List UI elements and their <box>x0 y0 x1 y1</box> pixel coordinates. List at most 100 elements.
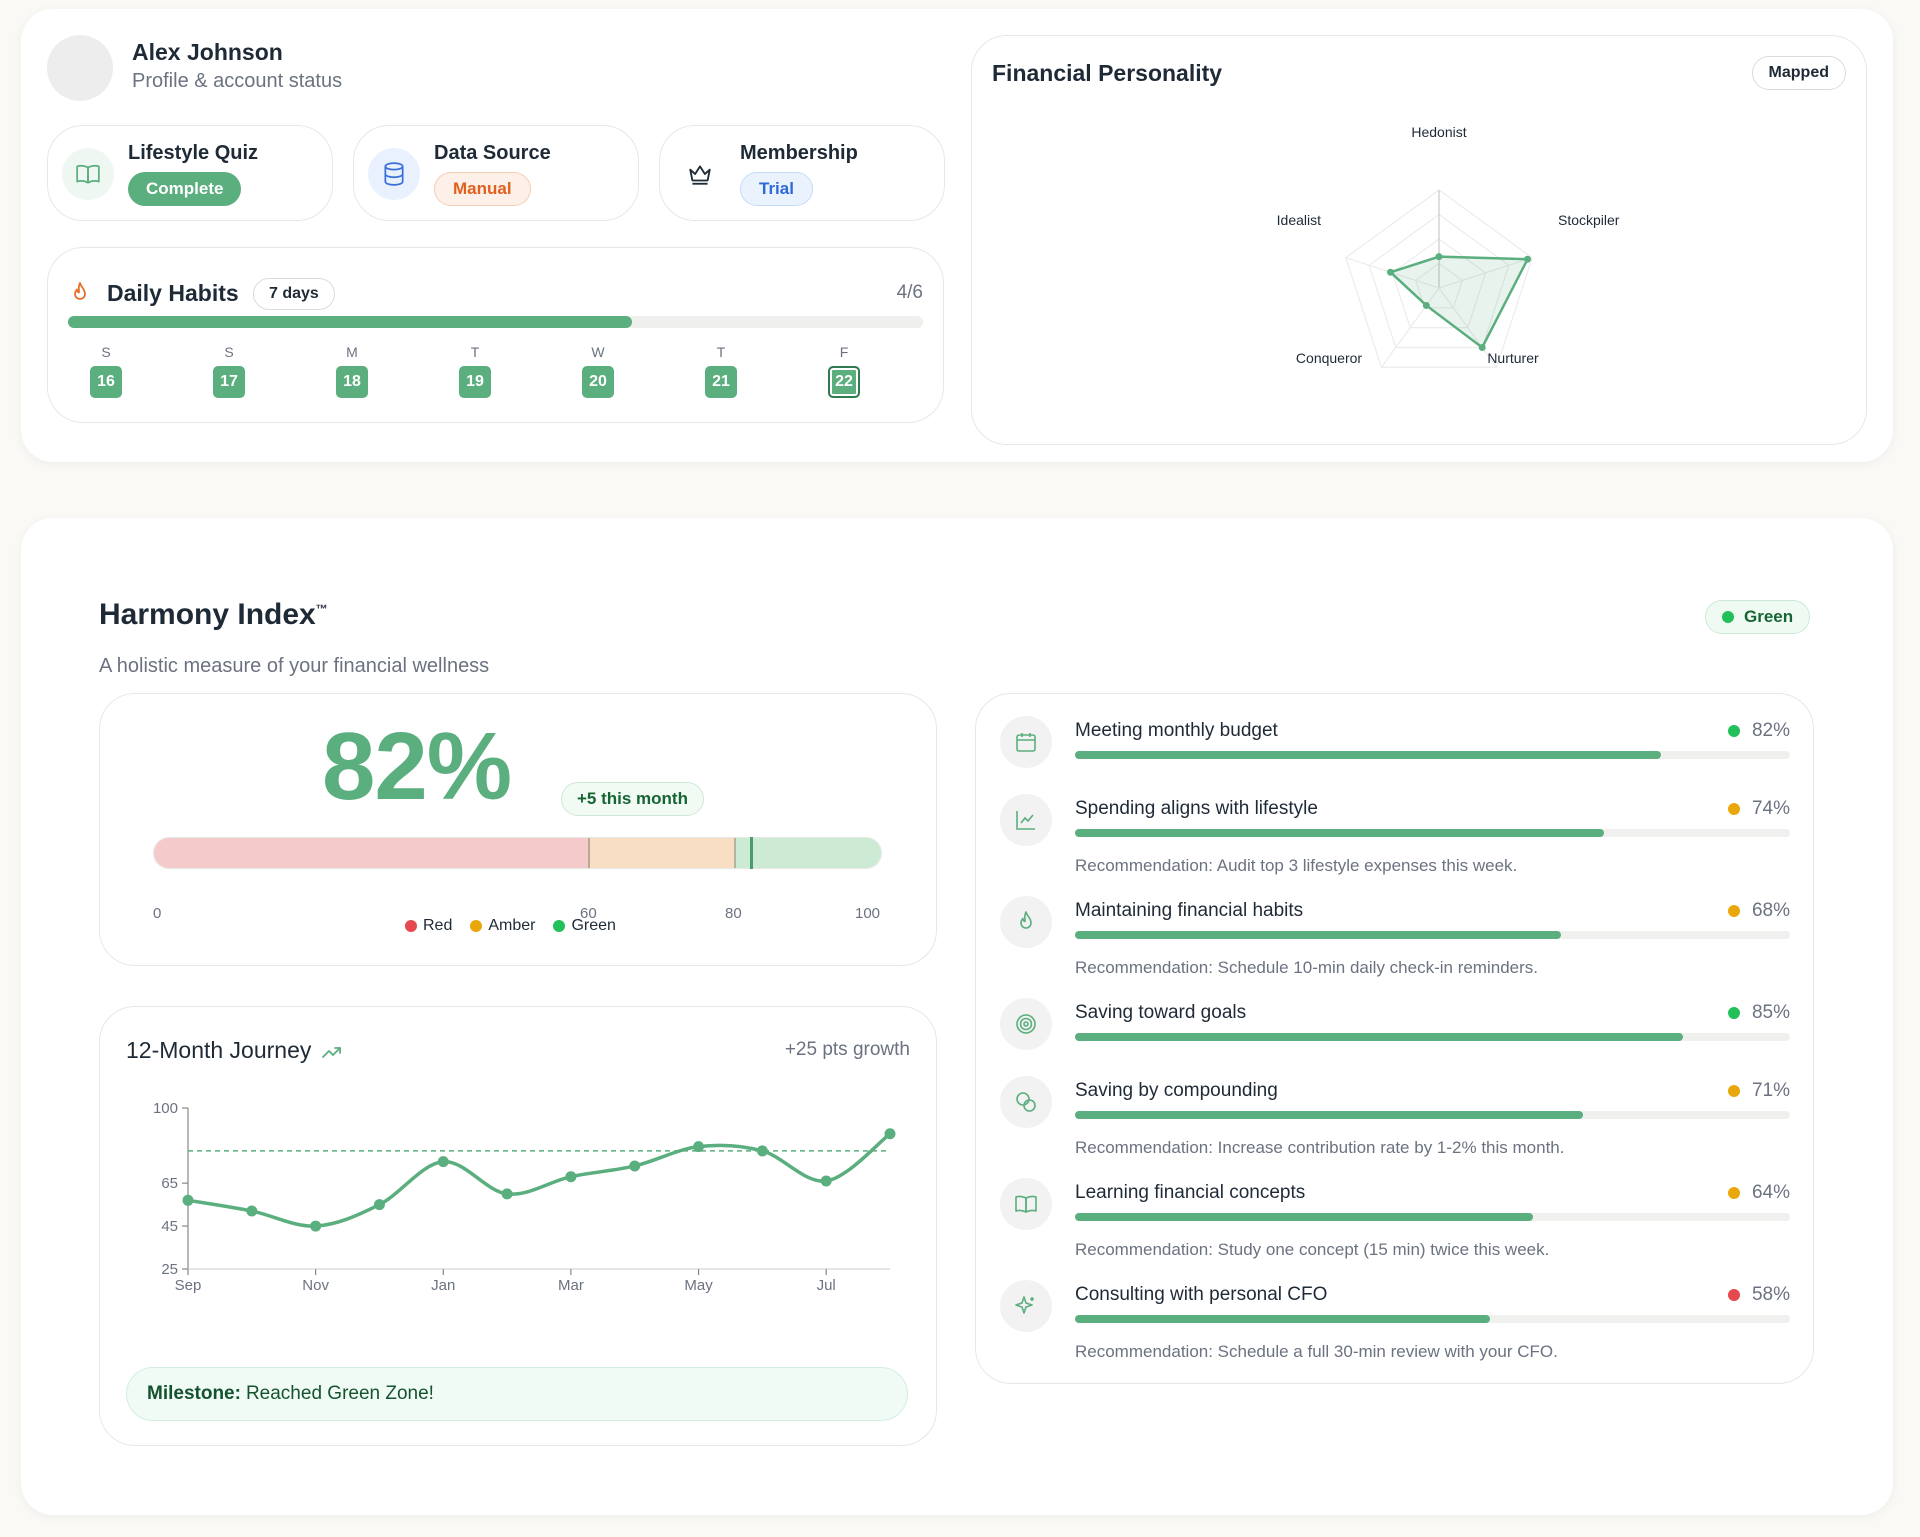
crown-icon <box>674 148 726 200</box>
gauge-amber-zone <box>590 838 736 868</box>
habit-day[interactable]: S 17 <box>199 344 259 398</box>
metric-percent: 58% <box>1751 1284 1790 1305</box>
daily-habits-title: Daily Habits <box>107 280 239 306</box>
profile-subtitle: Profile & account status <box>132 70 343 92</box>
metric-status-dot <box>1727 1187 1740 1199</box>
day-number: 17 <box>213 366 245 398</box>
habit-day[interactable]: M 18 <box>322 344 382 398</box>
lifestyle-quiz-card[interactable]: Lifestyle Quiz Complete <box>47 125 333 221</box>
data-source-badge: Manual <box>434 172 531 206</box>
radar-data-polygon <box>1388 255 1530 350</box>
zone-label: Green <box>1744 607 1794 626</box>
habit-day[interactable]: T 21 <box>691 344 751 398</box>
x-tick-label: Sep <box>175 1277 202 1294</box>
metric-progress-track <box>1075 931 1790 939</box>
metric-value: 58% <box>1727 1284 1790 1306</box>
radar-data-point <box>1524 255 1532 263</box>
metric-value: 64% <box>1727 1182 1790 1204</box>
radar-axis-line <box>1380 287 1440 368</box>
metric-label: Learning financial concepts <box>1075 1182 1306 1203</box>
legend-red: Red <box>405 917 452 935</box>
metric-percent: 85% <box>1751 1002 1790 1023</box>
day-number: 16 <box>90 366 122 398</box>
y-tick-label: 100 <box>153 1100 178 1117</box>
gauge-red-zone <box>154 838 591 868</box>
journey-card: 12-Month Journey +25 pts growth 100 65 45 2… <box>99 1006 937 1446</box>
metric-row[interactable]: Saving by compounding 71% Recommendation… <box>1000 1076 1790 1166</box>
day-number: 19 <box>459 366 491 398</box>
journey-data-point <box>884 1128 896 1140</box>
legend-amber: Amber <box>470 917 535 935</box>
open-book-icon <box>62 148 114 200</box>
metric-row[interactable]: Consulting with personal CFO 58% Recomme… <box>1000 1280 1790 1370</box>
journey-data-point <box>310 1220 322 1232</box>
metric-status-dot <box>1727 1007 1740 1019</box>
harmony-score-card: 82% +5 this month 0 60 80 100 Red Amber … <box>99 693 937 966</box>
day-letter: M <box>346 344 358 360</box>
daily-habits-card: Daily Habits 7 days 4/6 S 16 S 17 M 18 T 19… <box>47 247 944 423</box>
membership-card[interactable]: Membership Trial <box>659 125 945 221</box>
metric-status-dot <box>1727 1289 1740 1301</box>
personality-radar-chart: Hedonist Stockpiler Nurturer Conqueror Ideal… <box>1277 124 1620 368</box>
avatar[interactable] <box>47 35 113 101</box>
data-source-card[interactable]: Data Source Manual <box>353 125 639 221</box>
metric-progress-track <box>1075 1111 1790 1119</box>
trademark-mark: ™ <box>315 602 328 616</box>
milestone-banner: Milestone: Reached Green Zone! <box>126 1367 908 1421</box>
radar-axis-label: Stockpiler <box>1558 212 1620 228</box>
habit-day[interactable]: F 22 <box>814 344 874 398</box>
journey-data-point <box>693 1141 705 1153</box>
metric-progress-fill <box>1075 829 1605 837</box>
x-tick-label: Nov <box>302 1277 329 1294</box>
x-tick-label: Mar <box>558 1277 584 1294</box>
journey-series-line <box>186 1132 892 1228</box>
metric-row[interactable]: Learning financial concepts 64% Recommen… <box>1000 1178 1790 1268</box>
journey-data-point <box>437 1156 449 1168</box>
metric-status-dot <box>1727 1085 1740 1097</box>
day-letter: T <box>470 344 480 360</box>
habit-progress-track <box>68 316 923 328</box>
metric-label: Saving toward goals <box>1075 1002 1247 1023</box>
metric-row[interactable]: Saving toward goals 85% <box>1000 998 1790 1050</box>
metric-progress-fill <box>1075 751 1662 759</box>
habit-day[interactable]: T 19 <box>445 344 505 398</box>
harmony-score: 82% <box>322 713 512 820</box>
day-letter: T <box>716 344 726 360</box>
harmony-index-title: Harmony Index™ <box>99 598 328 631</box>
scale-tick-0: 0 <box>153 905 162 922</box>
metric-status-dot <box>1727 725 1740 737</box>
metric-percent: 68% <box>1751 900 1790 921</box>
journey-data-point <box>501 1188 513 1200</box>
user-name: Alex Johnson <box>132 39 283 65</box>
journey-data-point <box>629 1160 641 1172</box>
harmony-metrics-card: Meeting monthly budget 82% Spending alig… <box>975 693 1814 1384</box>
y-tick-label: 25 <box>161 1261 178 1278</box>
membership-title: Membership <box>740 142 858 164</box>
x-tick-label: Jan <box>431 1277 455 1294</box>
y-tick-label: 65 <box>161 1175 178 1192</box>
database-icon <box>368 148 420 200</box>
scale-tick-100: 100 <box>855 905 881 922</box>
harmony-index-subtitle: A holistic measure of your financial wel… <box>99 655 490 677</box>
day-number: 18 <box>336 366 368 398</box>
metric-row[interactable]: Maintaining financial habits 68% Recomme… <box>1000 896 1790 986</box>
harmony-index-panel: Harmony Index™ A holistic measure of you… <box>21 518 1893 1515</box>
metric-percent: 74% <box>1751 798 1790 819</box>
radar-data-point <box>1387 268 1395 276</box>
journey-data-point <box>182 1194 194 1206</box>
radar-axis-line <box>1438 257 1533 289</box>
radar-axis-label: Conqueror <box>1296 350 1362 366</box>
metric-value: 74% <box>1727 798 1790 820</box>
metric-value: 71% <box>1727 1080 1790 1102</box>
milestone-label: Milestone: <box>147 1383 241 1404</box>
metric-row[interactable]: Spending aligns with lifestyle 74% Recom… <box>1000 794 1790 884</box>
metric-row[interactable]: Meeting monthly budget 82% <box>1000 716 1790 768</box>
habit-day[interactable]: W 20 <box>568 344 628 398</box>
day-number: 21 <box>705 366 737 398</box>
metric-progress-track <box>1075 829 1790 837</box>
zone-status-badge: Green <box>1705 600 1811 634</box>
x-tick-label: Jul <box>817 1277 836 1294</box>
habit-day[interactable]: S 16 <box>76 344 136 398</box>
target-icon <box>1000 998 1052 1050</box>
